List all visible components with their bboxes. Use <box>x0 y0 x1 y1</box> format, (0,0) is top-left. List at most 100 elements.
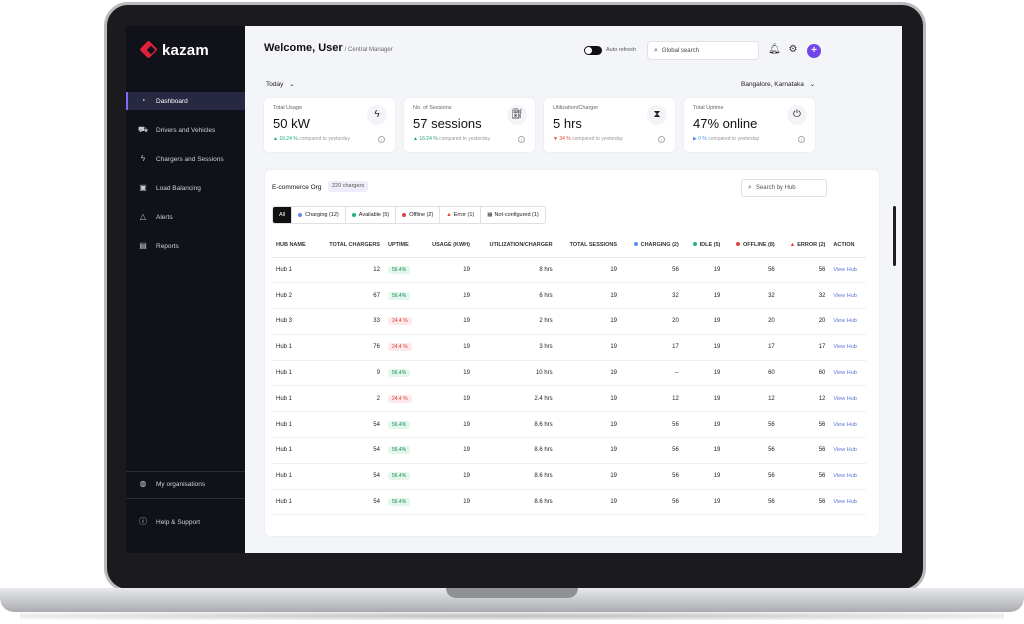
filter-offline[interactable]: Offline (2) <box>396 207 441 223</box>
filter-not-configured[interactable]: ▦ Not-configured (1) <box>481 207 545 223</box>
hub-search-placeholder: Search by Hub <box>755 185 796 191</box>
filter-error[interactable]: ▲ Error (1) <box>440 207 482 223</box>
cell-chargers: 12 <box>315 257 384 284</box>
cell-uptime: 24.4 % <box>383 334 421 361</box>
info-icon[interactable]: i <box>658 136 665 143</box>
info-icon[interactable]: i <box>798 136 805 143</box>
bell-icon[interactable]: 🔔︎ <box>768 44 781 55</box>
view-hub-link[interactable]: View Hub <box>833 447 857 454</box>
column-header-label: OFFLINE (8) <box>742 241 775 248</box>
table-row[interactable]: Hub 1 12 56.4% 19 8 hrs 19 56 19 56 56 View Hub <box>272 257 866 284</box>
table-row[interactable]: Hub 1 2 24.4 % 19 2.4 hrs 19 12 19 12 12 View Hub <box>272 385 866 413</box>
hub-search-input[interactable]: ⌕ Search by Hub <box>741 179 827 197</box>
cell-charging: 32 <box>621 282 683 310</box>
uptime-badge: 56.4% <box>387 291 411 300</box>
cell-hub: Hub 2 <box>272 282 316 310</box>
offline-dot-icon <box>735 242 740 247</box>
table-row[interactable]: Hub 1 54 56.4% 19 8.6 hrs 19 56 19 56 56 View Hub <box>272 463 866 490</box>
globe-icon: ◍ <box>139 479 147 488</box>
auto-refresh-toggle[interactable] <box>584 46 602 55</box>
cell-action: View Hub <box>829 411 866 439</box>
cell-offline: 56 <box>724 257 779 284</box>
cell-idle: 19 <box>682 411 725 439</box>
sidebar-item-label: Alerts <box>156 213 173 221</box>
stat-delta-value: 0 % <box>698 136 707 142</box>
view-hub-link[interactable]: View Hub <box>833 266 857 273</box>
cell-action: View Hub <box>829 282 866 310</box>
table-row[interactable]: Hub 1 54 56.4% 19 8.6 hrs 19 56 19 56 56 View Hub <box>272 437 866 464</box>
view-hub-link[interactable]: View Hub <box>833 292 857 299</box>
cell-action: View Hub <box>829 334 866 361</box>
sidebar-item-reports[interactable]: ▤ Reports <box>126 237 245 255</box>
global-search-input[interactable]: ⌕ Global search <box>647 41 759 60</box>
cell-offline: 32 <box>724 282 779 310</box>
filter-label: Available (5) <box>358 212 390 218</box>
view-hub-link[interactable]: View Hub <box>833 473 857 480</box>
stat-card-sessions: No. of Sessions 57 sessions ⛽︎ ▲ 16.24 %… <box>404 98 535 152</box>
stat-delta-value: 16.24 % <box>419 136 438 142</box>
sidebar-item-drivers[interactable]: ⛟ Drivers and Vehicles <box>126 121 245 139</box>
filter-charging[interactable]: Charging (12) <box>292 207 346 223</box>
cell-hub: Hub 1 <box>272 437 316 464</box>
cell-util: 2 hrs <box>473 308 557 335</box>
column-header-label: CHARGING (2) <box>640 241 679 248</box>
table-row[interactable]: Hub 1 54 56.4% 19 8.6 hrs 19 56 19 56 56 View Hub <box>272 489 866 516</box>
sidebar-item-help[interactable]: ⓘ Help & Support <box>126 513 245 531</box>
stat-delta: ▼ 34 % compared to yesterday <box>553 136 623 142</box>
cell-action: View Hub <box>829 463 866 490</box>
sidebar-item-load-balancing[interactable]: ▣ Load Balancing <box>126 179 245 197</box>
cell-util: 8 hrs <box>473 257 557 284</box>
uptime-badge: 24.4 % <box>387 317 412 326</box>
stat-card-utilization: Utilization/Charger 5 hrs ⧗ ▼ 34 % compa… <box>544 98 675 152</box>
uptime-badge: 56.4% <box>387 265 411 274</box>
table-row[interactable]: Hub 1 9 56.4% 19 10 hrs 19 -- 19 60 60 View Hub <box>272 360 866 387</box>
sidebar-item-label: My organisations <box>156 480 206 488</box>
info-icon[interactable]: i <box>378 136 385 143</box>
cell-offline: 20 <box>724 308 779 335</box>
hourglass-icon: ⧗ <box>647 105 667 125</box>
cell-util: 8.6 hrs <box>473 489 557 516</box>
table-row[interactable]: Hub 3 33 24.4 % 19 2 hrs 19 20 19 20 20 View Hub <box>272 308 866 335</box>
gear-icon[interactable]: ⚙ <box>788 44 798 55</box>
view-hub-link[interactable]: View Hub <box>833 421 857 428</box>
stat-label: Utilization/Charger <box>553 105 599 111</box>
table-row[interactable]: Hub 2 67 56.4% 19 6 hrs 19 32 19 32 32 View Hub <box>272 282 866 310</box>
cell-offline: 60 <box>724 360 779 387</box>
cell-action: View Hub <box>829 489 866 516</box>
sidebar-item-my-organisations[interactable]: ◍ My organisations <box>126 475 245 493</box>
column-header: USAGE (KWH) <box>420 233 474 258</box>
sidebar-item-chargers[interactable]: ϟ Chargers and Sessions <box>126 150 245 168</box>
add-button[interactable]: + <box>807 44 821 58</box>
cell-error: 60 <box>778 360 830 387</box>
scrollbar[interactable] <box>893 206 896 266</box>
info-icon[interactable]: i <box>518 136 525 143</box>
view-hub-link[interactable]: View Hub <box>833 318 857 325</box>
table-row[interactable]: Hub 1 76 24.4 % 19 3 hrs 19 17 19 17 17 View Hub <box>272 334 866 361</box>
cell-sessions: 19 <box>556 308 621 335</box>
cell-hub: Hub 1 <box>272 334 316 361</box>
date-filter-dropdown[interactable]: Today ⌄ <box>266 80 295 88</box>
filter-all[interactable]: All <box>273 207 293 223</box>
warning-icon: △ <box>139 212 147 221</box>
cell-hub: Hub 1 <box>272 257 316 284</box>
view-hub-link[interactable]: View Hub <box>833 370 857 377</box>
view-hub-link[interactable]: View Hub <box>833 499 857 506</box>
charging-dot-icon <box>298 212 303 217</box>
cell-offline: 56 <box>724 411 779 439</box>
sidebar-item-alerts[interactable]: △ Alerts <box>126 208 245 226</box>
uptime-badge: 24.4 % <box>387 343 412 352</box>
cell-action: View Hub <box>829 360 866 387</box>
cell-sessions: 19 <box>556 437 621 464</box>
cell-error: 17 <box>778 334 830 361</box>
view-hub-link[interactable]: View Hub <box>833 344 857 351</box>
filter-available[interactable]: Available (5) <box>346 207 397 223</box>
table-row[interactable]: Hub 1 54 56.4% 19 8.6 hrs 19 56 19 56 56 View Hub <box>272 411 866 439</box>
sidebar: kazam ◔ Dashboard ⛟ Drivers and Vehicles… <box>126 26 245 553</box>
stat-delta: ▲ 16.24 % compared to yesterday <box>413 136 490 142</box>
view-hub-link[interactable]: View Hub <box>833 395 857 402</box>
trend-up-icon: ▲ <box>273 136 278 142</box>
location-dropdown[interactable]: Bangalore, Karnataka ⌄ <box>741 80 815 88</box>
sidebar-item-dashboard[interactable]: ◔ Dashboard <box>126 92 245 110</box>
stat-delta-value: 34 % <box>559 136 571 142</box>
logo[interactable]: kazam <box>140 41 209 59</box>
